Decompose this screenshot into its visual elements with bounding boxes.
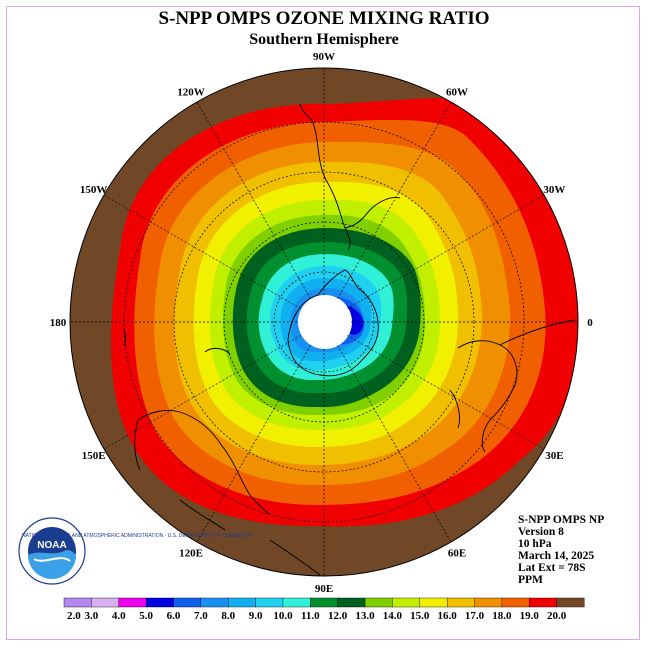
meridian-line	[347, 335, 545, 450]
longitude-label: 30E	[545, 450, 563, 462]
colorbar-tick-label: 16.0	[438, 610, 458, 622]
colorbar-swatch	[282, 597, 311, 608]
meridian-line	[103, 194, 301, 309]
colorbar-swatch	[310, 597, 339, 608]
colorbar-swatch	[529, 597, 558, 608]
colorbar-swatch	[501, 597, 530, 608]
info-panel: S-NPP OMPS NP Version 8 10 hPa March 14,…	[518, 514, 604, 586]
logo-text: NOAA	[37, 540, 66, 551]
colorbar-swatch	[118, 597, 147, 608]
logo-ring-text: NATIONAL OCEANIC AND ATMOSPHERIC ADMINIS…	[22, 533, 253, 539]
colorbar-swatch	[91, 597, 120, 608]
info-units: PPM	[518, 574, 543, 586]
colorbar-tick-label: 15.0	[410, 610, 430, 622]
longitude-label: 30W	[543, 184, 565, 196]
colorbar: 2.0 3.0 4.0 5.0 6.0 7.0 8.0 9.0 10.0 11.0 12.0 13.0…	[63, 597, 585, 622]
meridian-line	[337, 345, 452, 543]
colorbar-swatch	[255, 597, 284, 608]
noaa-logo: NOAA NATIONAL OCEANIC AND ATMOSPHERIC AD…	[18, 517, 253, 585]
colorbar-swatch	[228, 597, 257, 608]
colorbar-tick-label: 14.0	[383, 610, 403, 622]
colorbar-tick-label: 8.0	[221, 610, 235, 622]
longitude-label: 120E	[179, 547, 203, 559]
figure-frame	[6, 6, 640, 640]
colorbar-swatch	[556, 597, 585, 608]
info-date: March 14, 2025	[518, 550, 595, 562]
polar-gap	[298, 295, 352, 349]
longitude-label: 0	[587, 317, 593, 329]
longitude-label: 150W	[80, 184, 108, 196]
meridian-line	[196, 101, 311, 299]
colorbar-swatch	[446, 597, 476, 608]
colorbar-tick-label: 4.0	[112, 610, 126, 622]
meridian-line	[347, 194, 545, 309]
page-title: S-NPP OMPS OZONE MIXING RATIO	[158, 8, 490, 29]
meridian-line	[337, 101, 452, 299]
colorbar-tick-label: 7.0	[194, 610, 208, 622]
colorbar-swatch	[364, 597, 393, 608]
longitude-label: 60W	[446, 87, 468, 99]
colorbar-tick-label: 10.0	[273, 610, 293, 622]
info-lat-ext: Lat Ext = 78S	[518, 562, 586, 574]
longitude-label: 180	[50, 317, 67, 329]
coastlines	[123, 103, 576, 576]
longitude-labels: 90W 60W 30W 0 30E 60E 90E 120E 150E 180 150W 120W	[50, 51, 594, 595]
longitude-label: 60E	[448, 547, 466, 559]
colorbar-tick-label: 19.0	[520, 610, 540, 622]
colorbar-swatch	[474, 597, 503, 608]
info-version: Version 8	[518, 526, 564, 538]
colorbar-tick-label: 17.0	[465, 610, 485, 622]
colorbar-swatch	[337, 597, 366, 608]
colorbar-tick-label: 18.0	[492, 610, 512, 622]
colorbar-tick-label: 6.0	[167, 610, 181, 622]
colorbar-tick-label: 3.0	[84, 610, 98, 622]
colorbar-tick-label: 11.0	[301, 610, 320, 622]
info-instrument: S-NPP OMPS NP	[518, 514, 605, 526]
colorbar-swatch	[173, 597, 202, 608]
info-level: 10 hPa	[518, 538, 552, 550]
colorbar-tick-label: 9.0	[249, 610, 263, 622]
colorbar-swatch	[419, 597, 448, 608]
longitude-label: 90W	[313, 51, 335, 63]
meridian-line	[196, 345, 311, 543]
colorbar-tick-label: 2.0	[67, 610, 81, 622]
colorbar-swatch	[145, 597, 174, 608]
page-subtitle: Southern Hemisphere	[249, 31, 399, 48]
colorbar-swatch	[392, 597, 421, 608]
longitude-label: 90E	[315, 583, 333, 595]
meridian-line	[103, 335, 301, 450]
longitude-label: 120W	[177, 87, 205, 99]
colorbar-swatch	[200, 597, 229, 608]
colorbar-tick-label: 12.0	[328, 610, 348, 622]
longitude-label: 150E	[82, 450, 106, 462]
map-border	[69, 67, 579, 577]
colorbar-swatch	[63, 597, 92, 608]
colorbar-tick-label: 5.0	[139, 610, 153, 622]
colorbar-tick-label: 13.0	[355, 610, 375, 622]
graticule	[70, 68, 578, 576]
colorbar-tick-label: 20.0	[547, 610, 567, 622]
